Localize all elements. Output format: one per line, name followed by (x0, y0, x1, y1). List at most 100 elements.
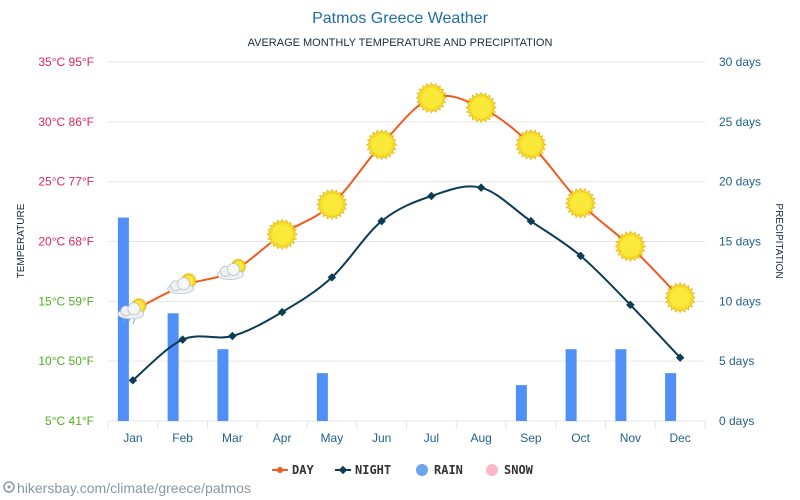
rain-drop (132, 318, 136, 325)
rain-bar (565, 349, 577, 421)
sun-core (421, 87, 442, 108)
sun-icon (515, 128, 547, 161)
right-tick-label: 0 days (719, 414, 754, 428)
right-tick-label: 20 days (719, 175, 761, 189)
night-point (427, 191, 436, 201)
rain-bar (316, 373, 328, 421)
rain-drop (127, 318, 131, 325)
night-point (178, 335, 187, 344)
right-tick-label: 10 days (719, 294, 761, 308)
x-tick-label: Apr (273, 431, 292, 445)
left-tick-label: 20°C 68°F (38, 235, 94, 249)
circle-icon (486, 464, 498, 476)
sun-core (471, 97, 492, 118)
sun-icon (564, 187, 597, 219)
night-point (675, 353, 685, 362)
night-point (327, 273, 337, 282)
sun-cloud-icon (167, 272, 197, 295)
x-tick-label: Jun (372, 431, 391, 445)
sun-core (520, 134, 541, 155)
gridlines (107, 61, 706, 429)
legend-label: SNOW (504, 463, 534, 477)
left-tick-label: 15°C 59°F (38, 294, 94, 308)
x-tick-label: Aug (470, 431, 491, 445)
rain-bar (515, 385, 527, 421)
right-tick-label: 5 days (719, 354, 754, 368)
chart-subtitle: AVERAGE MONTHLY TEMPERATURE AND PRECIPIT… (248, 37, 553, 49)
sun-core (570, 193, 591, 214)
left-tick-label: 25°C 77°F (38, 175, 94, 189)
cloud-puff (127, 302, 141, 316)
rain-bar (117, 217, 129, 421)
source-url[interactable]: hikersbay.com/climate/greece/patmos (17, 480, 251, 496)
circle-icon (416, 464, 428, 476)
right-tick-label: 15 days (719, 235, 761, 249)
left-tick-label: 5°C 41°F (45, 414, 94, 428)
legend-label: NIGHT (355, 463, 391, 477)
sun-icon (266, 218, 298, 251)
sun-icon (614, 230, 647, 263)
chart-title: Patmos Greece Weather (312, 10, 488, 27)
sun-core (272, 224, 293, 245)
right-axis-ticks: 30 days 25 days 20 days 15 days 10 days 5 day… (719, 55, 761, 428)
night-point (277, 307, 287, 317)
left-axis-ticks: 35°C 95°F 30°C 86°F 25°C 77°F 20°C 68°F 15°C… (38, 55, 94, 428)
legend-diamond (338, 465, 348, 475)
sun-icon (365, 128, 398, 161)
legend-label: DAY (292, 463, 314, 477)
cloud-puff (177, 277, 191, 291)
x-tick-label: Oct (571, 431, 590, 445)
legend-label: RAIN (434, 463, 463, 477)
sun-cloud-icon (216, 258, 247, 280)
night-point (377, 216, 386, 226)
x-tick-label: Nov (620, 431, 641, 445)
left-axis-title: TEMPERATURE (16, 203, 27, 278)
rain-drop (122, 318, 126, 325)
x-tick-label: May (321, 431, 344, 445)
x-tick-label: Jan (123, 431, 142, 445)
location-pin-dot (7, 485, 11, 489)
right-axis-title: PRECIPITATION (773, 203, 784, 278)
location-pin-icon (3, 481, 15, 493)
x-tick-label: Dec (669, 431, 690, 445)
sun-core (670, 287, 691, 308)
rain-bars (117, 217, 677, 421)
night-series-line (132, 185, 681, 382)
sun-core (371, 134, 392, 155)
right-tick-label: 25 days (719, 115, 761, 129)
left-tick-label: 35°C 95°F (38, 55, 94, 69)
night-point (476, 183, 486, 192)
legend-item-night: NIGHT (335, 463, 391, 477)
sun-icon (465, 91, 497, 124)
right-tick-label: 30 days (719, 55, 761, 69)
rain-bar (615, 349, 627, 421)
source-link[interactable]: hikersbay.com/climate/greece/patmos (3, 480, 251, 496)
sun-core (321, 194, 342, 215)
night-point (626, 300, 635, 310)
day-series-line (132, 94, 681, 312)
rain-bar (167, 313, 179, 421)
rain-bar (217, 349, 229, 421)
rain-bar (665, 373, 677, 421)
sun-cloud-rain-icon (117, 297, 148, 325)
left-tick-label: 30°C 86°F (38, 115, 94, 129)
sun-icon (316, 188, 348, 221)
x-tick-label: Feb (172, 431, 193, 445)
chart-legend: DAY NIGHT RAIN SNOW (272, 463, 534, 477)
legend-dot (277, 467, 283, 473)
legend-item-day: DAY (272, 463, 314, 477)
x-axis-ticks: Jan Feb Mar Apr May Jun Jul Aug Sep Oct Nov Dec (123, 431, 691, 445)
night-point (228, 331, 237, 341)
x-tick-label: Mar (222, 431, 243, 445)
x-tick-label: Jul (424, 431, 439, 445)
sun-icon (415, 82, 448, 114)
night-point (128, 376, 138, 385)
temperature-lines (128, 94, 685, 385)
legend-item-snow: SNOW (486, 463, 534, 477)
sun-core (620, 236, 641, 257)
legend-item-rain: RAIN (416, 463, 463, 477)
x-tick-label: Sep (520, 431, 542, 445)
weather-icons (117, 82, 696, 325)
cloud-puff (226, 263, 240, 276)
